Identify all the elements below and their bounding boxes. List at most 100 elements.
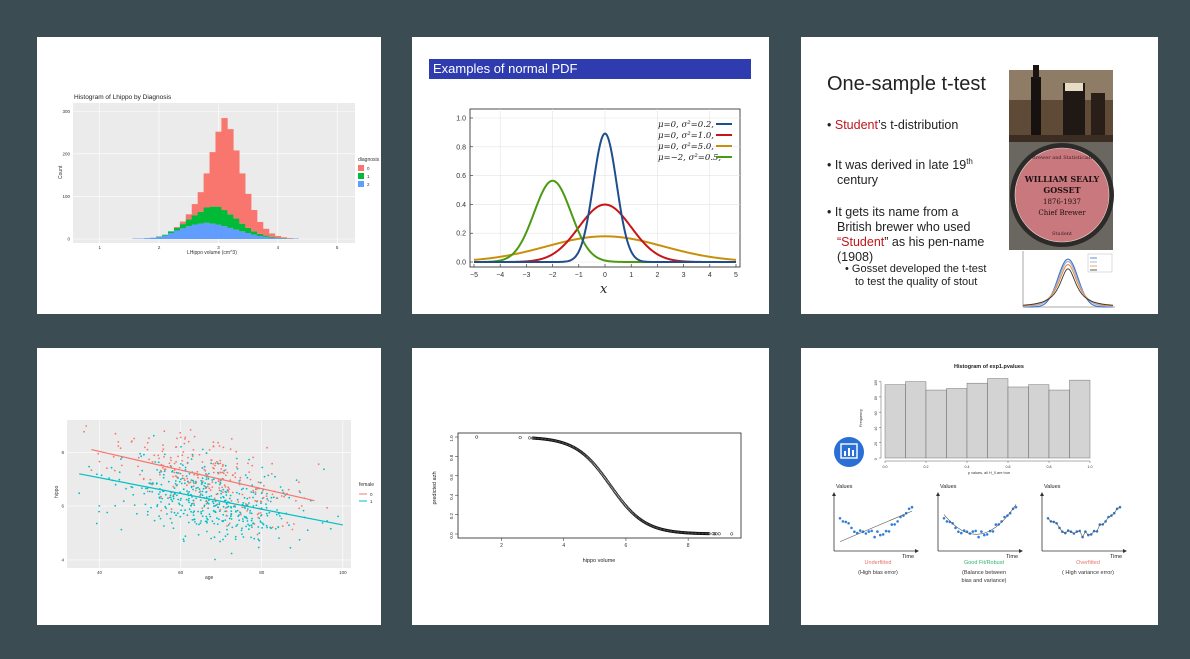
x-tick-label: 6 — [625, 543, 628, 549]
t-distribution-mini-plot — [1019, 250, 1115, 310]
slide-thumbnail-overfitting[interactable]: Histogram of exp1.pvalues 0 20 40 60 80 100 0.… — [801, 348, 1158, 625]
data-point — [146, 441, 149, 444]
predicted-point — [594, 464, 598, 468]
bar-diag-2 — [227, 227, 234, 239]
legend-label-c: μ=0, σ²=5.0, — [658, 142, 714, 152]
data-point — [212, 478, 215, 480]
data-point — [120, 464, 123, 467]
data-point — [224, 490, 227, 493]
data-point — [183, 479, 186, 482]
data-point — [173, 469, 176, 471]
predicted-point — [624, 504, 628, 508]
bar-diag-1 — [251, 231, 258, 235]
bar-chart-icon[interactable] — [834, 437, 864, 467]
data-point — [254, 499, 257, 502]
slide-thumbnail-histogram[interactable]: Histogram of Lhippo by Diagnosis 0 100 200… — [37, 37, 381, 314]
y-tick-label: 80 — [874, 396, 878, 400]
data-point — [236, 509, 239, 512]
hist-x-label: p values, all H_0 are true — [968, 471, 1010, 475]
data-point — [217, 480, 220, 483]
data-point — [228, 488, 231, 490]
data-point — [299, 491, 302, 494]
x-tick-label: 40 — [97, 570, 103, 575]
predicted-point — [574, 447, 578, 451]
bar-diag-2 — [203, 222, 210, 239]
data-point — [178, 480, 181, 483]
slide-thumbnail-normal-pdf[interactable]: Examples of normal PDF 0.0 0.2 0.4 0.6 0.8 1.… — [412, 37, 769, 314]
data-point — [190, 479, 193, 482]
slide-thumbnail-t-test[interactable]: One-sample t-test • Student’s t-distribu… — [801, 37, 1158, 314]
data-point — [222, 505, 225, 508]
panel-data-point — [841, 520, 845, 523]
predicted-point — [622, 502, 626, 506]
data-point — [161, 450, 164, 453]
data-point — [274, 527, 277, 530]
data-point — [180, 497, 182, 500]
predicted-point — [594, 465, 598, 469]
data-point — [207, 477, 210, 480]
data-point — [176, 494, 178, 497]
data-point — [262, 523, 265, 526]
panel-x-label: Time — [1006, 554, 1018, 560]
panel-data-point — [910, 505, 914, 509]
beer-photo — [1009, 65, 1113, 142]
data-point — [174, 475, 177, 477]
data-point — [254, 493, 257, 495]
data-point — [190, 504, 193, 507]
data-point — [238, 519, 241, 522]
data-point — [205, 502, 208, 505]
x-tick-label: 5 — [336, 245, 339, 250]
y-tick-label: 300 — [62, 109, 70, 114]
data-point — [246, 508, 249, 510]
data-point — [219, 508, 222, 511]
data-point — [141, 487, 143, 489]
data-point — [233, 504, 236, 507]
data-point — [119, 447, 122, 450]
data-point — [178, 466, 181, 469]
bar-diag-2 — [156, 236, 163, 239]
predicted-point — [590, 460, 595, 464]
data-point — [164, 493, 167, 496]
data-point — [177, 471, 180, 474]
slide-thumbnail-scatter[interactable]: 40 60 80 100 4 6 8 hippo age female 0 1 — [37, 348, 381, 625]
data-point — [279, 515, 281, 517]
data-point — [198, 488, 201, 491]
plaque-bottom-text: Student — [1052, 231, 1072, 237]
x-tick-label: −5 — [470, 272, 478, 279]
data-point — [161, 497, 163, 500]
bar-diag-1 — [221, 210, 228, 227]
y-tick-label: 0.4 — [449, 493, 454, 500]
data-point — [261, 466, 264, 469]
data-point — [257, 516, 260, 519]
hist-bar — [905, 381, 927, 459]
slide-thumbnail-logistic[interactable]: 0.0 0.2 0.4 0.6 0.8 1.0 2 4 6 8 predicted azh hip… — [412, 348, 769, 625]
data-point — [184, 438, 186, 440]
x-axis-label: LHippo volume (cm^3) — [187, 250, 237, 256]
data-point — [96, 473, 98, 476]
data-point — [213, 522, 216, 525]
data-point — [164, 468, 166, 470]
x-tick-label: 4 — [277, 245, 280, 250]
data-point — [218, 531, 221, 533]
x-tick-label: 1 — [629, 272, 633, 279]
data-point — [159, 473, 161, 476]
data-point — [248, 502, 250, 504]
bar-diag-1 — [185, 219, 193, 227]
data-point — [227, 486, 230, 489]
data-point — [265, 512, 268, 515]
data-point — [183, 442, 186, 445]
y-tick-label: 6 — [61, 504, 64, 509]
data-point — [188, 501, 191, 504]
data-point — [211, 479, 214, 481]
panel-caption-overfitted: Overfitted — [1076, 560, 1100, 566]
data-point — [201, 507, 204, 509]
bar-diag-2 — [251, 234, 258, 239]
data-point — [249, 509, 252, 512]
data-point — [275, 497, 278, 500]
data-point — [159, 469, 162, 472]
data-point — [242, 487, 245, 490]
panel-data-point — [957, 530, 960, 533]
data-point — [270, 496, 273, 499]
data-point — [244, 474, 247, 476]
data-point — [242, 536, 245, 538]
